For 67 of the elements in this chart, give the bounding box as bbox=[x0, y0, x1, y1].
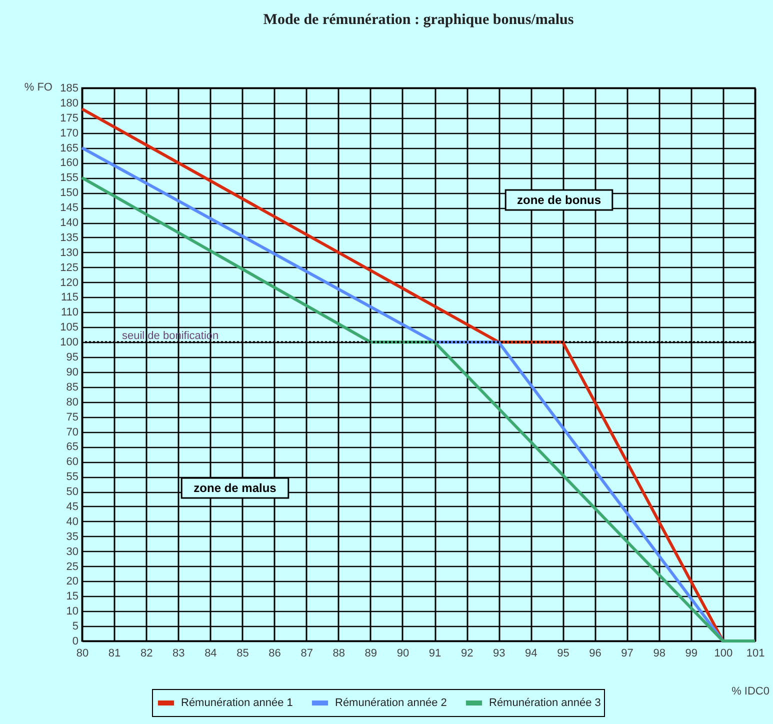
y-tick-label: 170 bbox=[60, 127, 78, 140]
y-tick-label: 5 bbox=[72, 620, 78, 633]
y-tick-label: 75 bbox=[66, 411, 78, 424]
x-tick-label: 90 bbox=[396, 648, 410, 660]
y-tick-label: 65 bbox=[66, 441, 78, 454]
annotation: zone de bonus bbox=[517, 193, 602, 207]
x-tick-label: 84 bbox=[204, 648, 217, 660]
y-tick-label: 125 bbox=[60, 262, 78, 274]
y-tick-label: 145 bbox=[60, 202, 78, 214]
y-tick-label: 0 bbox=[72, 636, 78, 648]
y-tick-label: 50 bbox=[66, 486, 78, 498]
y-tick-label: 20 bbox=[66, 576, 78, 588]
x-tick-label: 91 bbox=[428, 648, 442, 660]
x-tick-label: 86 bbox=[268, 648, 281, 660]
x-tick-label: 88 bbox=[332, 648, 346, 660]
y-tick-label: 185 bbox=[60, 82, 78, 94]
x-tick-label: 92 bbox=[460, 648, 474, 660]
y-tick-label: 100 bbox=[60, 336, 78, 349]
x-tick-label: 97 bbox=[621, 648, 634, 660]
y-tick-label: 55 bbox=[66, 471, 78, 484]
x-tick-label: 100 bbox=[714, 648, 733, 660]
y-tick-label: 110 bbox=[60, 306, 78, 319]
y-tick-label: 95 bbox=[66, 352, 78, 364]
x-tick-label: 89 bbox=[364, 648, 378, 660]
y-tick-label: 115 bbox=[60, 292, 78, 304]
y-tick-label: 70 bbox=[66, 426, 78, 438]
x-axis-title: % IDC0 bbox=[732, 686, 770, 698]
y-tick-label: 45 bbox=[66, 500, 78, 513]
x-tick-label: 85 bbox=[236, 648, 249, 660]
y-tick-label: 60 bbox=[66, 456, 78, 468]
x-tick-label: 99 bbox=[685, 648, 698, 660]
y-axis-title: % FO bbox=[24, 82, 53, 94]
chart-title: Mode de rémunération : graphique bonus/malus bbox=[263, 12, 574, 28]
y-tick-label: 155 bbox=[60, 172, 78, 184]
y-tick-label: 30 bbox=[66, 546, 78, 558]
legend-label: Rémunération année 3 bbox=[489, 697, 601, 709]
y-tick-label: 15 bbox=[66, 590, 78, 603]
y-tick-label: 40 bbox=[66, 516, 78, 528]
y-tick-label: 175 bbox=[60, 112, 78, 124]
x-tick-label: 94 bbox=[525, 648, 538, 660]
y-tick-label: 150 bbox=[60, 187, 78, 200]
x-tick-label: 95 bbox=[557, 648, 570, 660]
y-tick-label: 35 bbox=[66, 530, 78, 543]
legend-label: Rémunération année 2 bbox=[335, 697, 447, 709]
y-tick-label: 25 bbox=[66, 560, 78, 573]
x-tick-label: 81 bbox=[108, 648, 121, 660]
legend-label: Rémunération année 1 bbox=[181, 697, 293, 709]
y-tick-label: 160 bbox=[60, 157, 78, 170]
y-tick-label: 105 bbox=[60, 322, 78, 334]
y-tick-label: 85 bbox=[66, 381, 78, 394]
annotation: zone de malus bbox=[194, 481, 277, 495]
y-tick-label: 165 bbox=[60, 142, 78, 154]
x-tick-label: 83 bbox=[172, 648, 185, 660]
y-tick-label: 180 bbox=[60, 97, 78, 110]
x-tick-label: 82 bbox=[140, 648, 153, 660]
y-tick-label: 140 bbox=[60, 217, 78, 230]
y-tick-label: 135 bbox=[60, 232, 78, 244]
y-tick-label: 90 bbox=[66, 366, 78, 378]
x-tick-label: 101 bbox=[746, 648, 765, 660]
x-tick-label: 93 bbox=[492, 648, 506, 660]
y-tick-label: 10 bbox=[66, 606, 78, 618]
y-tick-label: 120 bbox=[60, 276, 78, 289]
y-tick-label: 130 bbox=[60, 246, 78, 259]
x-tick-label: 87 bbox=[300, 648, 313, 660]
x-tick-label: 96 bbox=[589, 648, 602, 660]
y-tick-label: 80 bbox=[66, 396, 78, 408]
x-tick-label: 98 bbox=[653, 648, 666, 660]
